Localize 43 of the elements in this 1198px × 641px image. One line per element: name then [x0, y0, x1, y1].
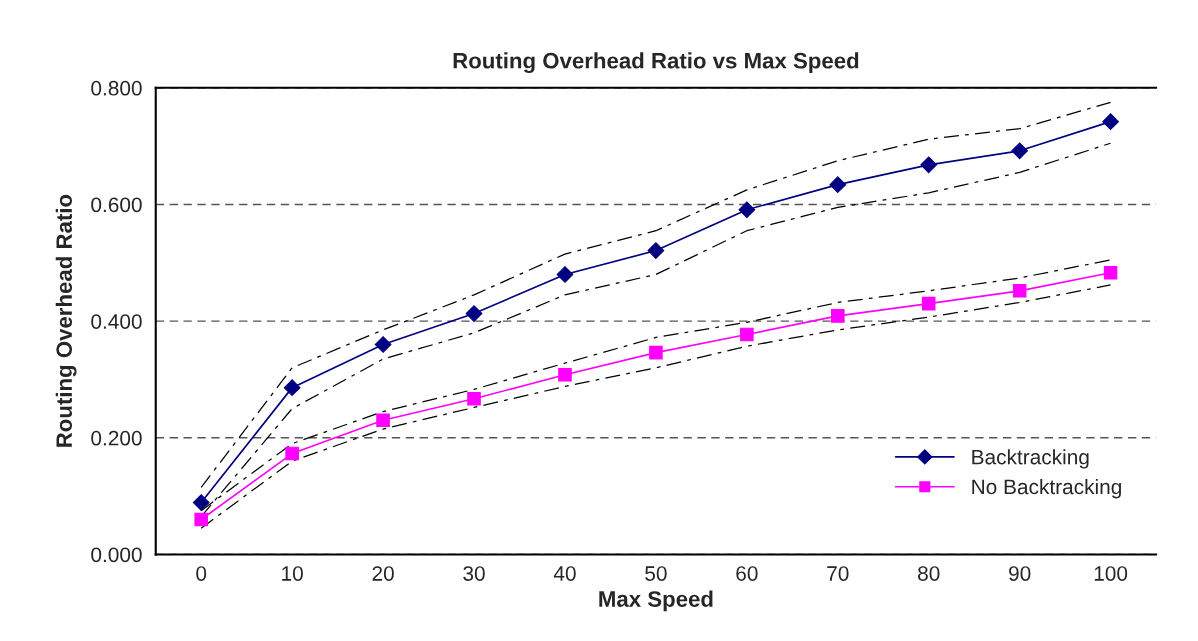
y-tick-label: 0.400 [91, 314, 142, 329]
x-tick-label: 70 [827, 566, 849, 581]
point [283, 379, 301, 397]
y-tick-label: 0.200 [91, 430, 142, 446]
point [920, 156, 938, 174]
x-tick-label: 50 [645, 566, 667, 581]
y-axis-title: Routing Overhead Ratio [55, 194, 77, 447]
point [1011, 142, 1029, 160]
point [738, 201, 756, 219]
point [556, 266, 574, 283]
x-tick-label: 0 [196, 566, 207, 581]
x-tick-label: 20 [372, 566, 394, 581]
point [285, 446, 299, 461]
point [1103, 265, 1118, 280]
x-tick-label: 40 [553, 566, 576, 581]
point [829, 176, 847, 194]
point [192, 494, 210, 511]
point [374, 336, 392, 353]
y-tick-label: 0.600 [91, 197, 142, 213]
point [647, 242, 665, 259]
x-tick-label: 90 [1009, 566, 1031, 581]
legend-label: No Backtracking [972, 478, 1121, 499]
point [1102, 113, 1119, 131]
point [558, 368, 572, 382]
point [1012, 284, 1027, 298]
x-axis-title: Max Speed [599, 590, 713, 612]
point [921, 296, 936, 311]
chart-title: Routing Overhead Ratio vs Max Speed [453, 52, 859, 74]
x-tick-label: 10 [282, 566, 303, 581]
x-tick-label: 100 [1094, 566, 1128, 581]
y-tick-label: 0.000 [91, 547, 142, 563]
legend-label: Backtracking [972, 449, 1089, 469]
y-tick-label: 0.800 [91, 80, 142, 96]
point [376, 413, 390, 428]
point [467, 391, 481, 406]
point [831, 309, 845, 323]
point [465, 305, 483, 322]
point [194, 512, 208, 527]
x-tick-label: 80 [918, 566, 940, 581]
x-tick-label: 60 [736, 566, 758, 581]
point [740, 327, 754, 342]
x-tick-label: 30 [463, 566, 485, 581]
point [649, 345, 663, 360]
